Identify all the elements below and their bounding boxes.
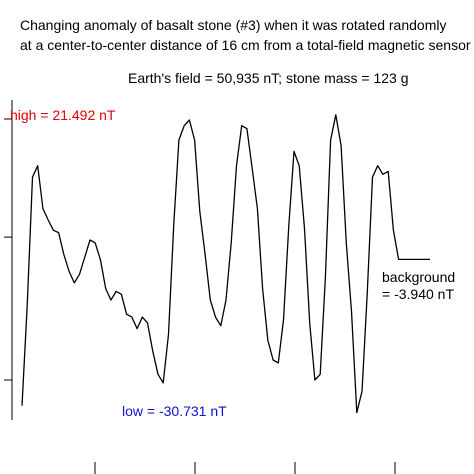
annotation-low: low = -30.731 nT	[122, 403, 227, 419]
annotation-background-label: background	[382, 269, 456, 285]
axes	[4, 100, 396, 474]
annotation-high: high = 21.492 nT	[10, 107, 116, 123]
chart-title-line-2: at a center-to-center distance of 16 cm …	[20, 37, 471, 53]
chart-title-line-1: Changing anomaly of basalt stone (#3) wh…	[20, 17, 447, 33]
series-line	[21, 114, 430, 414]
annotation-background-value: = -3.940 nT	[382, 286, 454, 302]
chart-info-line: Earth's field = 50,935 nT; stone mass = …	[128, 70, 409, 86]
